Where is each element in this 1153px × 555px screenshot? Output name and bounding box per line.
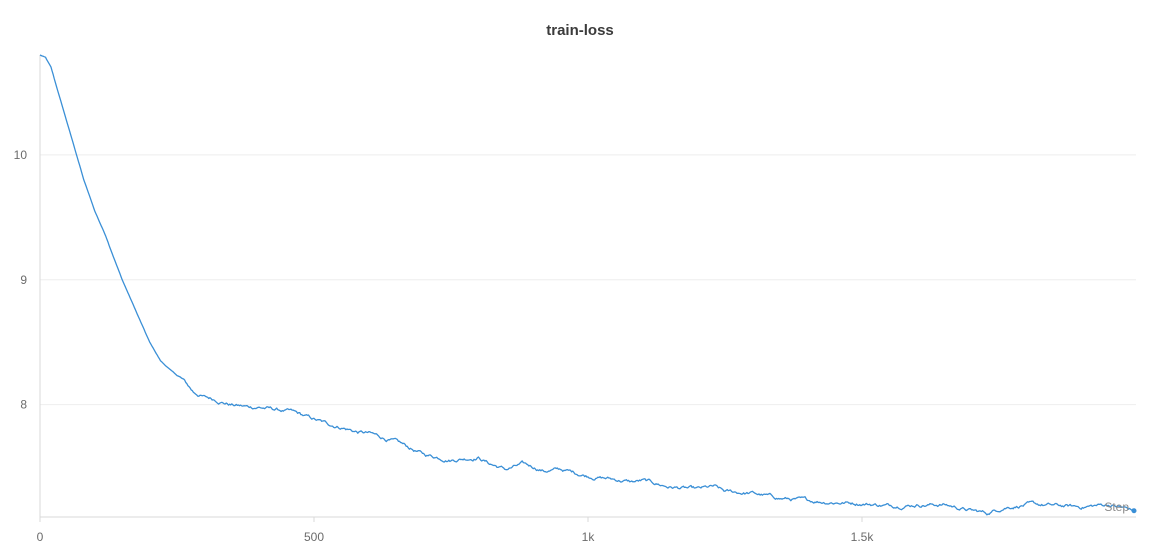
y-tick-label: 8 — [20, 398, 27, 412]
series-line — [39, 54, 1137, 516]
grid-lines — [40, 154, 1136, 406]
tick-labels: 8 9 10 0 500 1k 1.5k Step — [14, 148, 1130, 544]
x-tick-label: 0 — [37, 530, 44, 544]
y-tick-label: 10 — [14, 148, 28, 162]
y-tick-label: 9 — [20, 273, 27, 287]
axes — [39, 55, 1136, 522]
x-tick-label: 500 — [304, 530, 324, 544]
x-tick-label: 1k — [582, 530, 596, 544]
series-layer — [39, 54, 1137, 516]
series-end-point — [1131, 508, 1137, 514]
x-axis-label: Step — [1104, 500, 1129, 514]
x-tick-label: 1.5k — [851, 530, 875, 544]
chart-title: train-loss — [546, 22, 614, 39]
